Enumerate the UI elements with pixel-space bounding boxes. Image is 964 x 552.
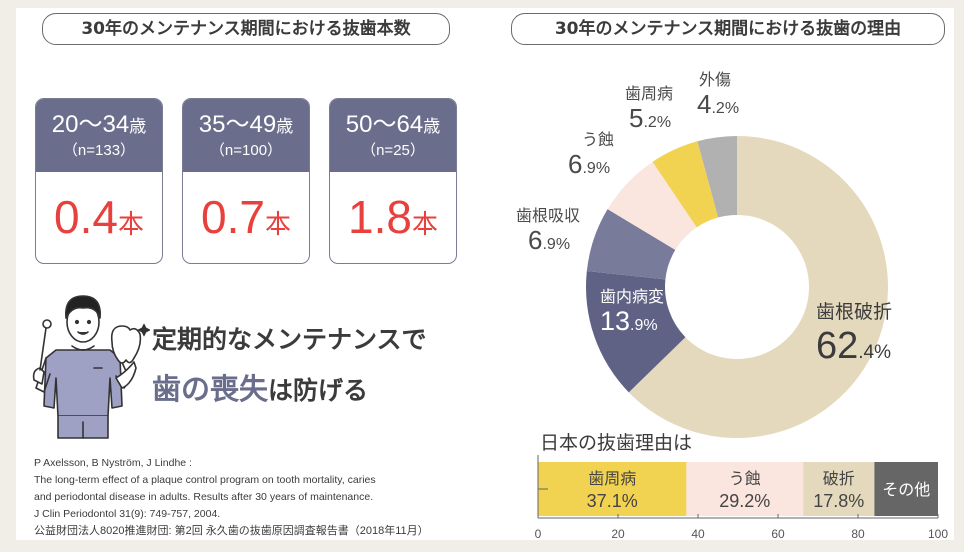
reference-line: and periodontal disease in adults. Resul… — [34, 491, 374, 503]
bar-segment-1 — [686, 462, 804, 516]
message-line-2: 歯の喪失は防げる — [152, 366, 368, 408]
x-tick-label: 0 — [535, 527, 542, 541]
bar-segment-label: 破折 — [823, 469, 855, 488]
age-card-50-64: 50～64歳 （n=25） 1.8本 — [329, 98, 457, 264]
bar-segment-2 — [803, 462, 875, 516]
age-range: 50～64 — [345, 111, 424, 138]
bar-segment-0 — [538, 462, 687, 516]
bar-segment-label: う蝕 — [729, 469, 761, 488]
sample-size: （n=133） — [62, 142, 136, 159]
donut-slice-4 — [652, 141, 719, 228]
slice-value: 13 — [600, 306, 631, 336]
card-header: 20～34歳 （n=133） — [36, 99, 162, 172]
slice-label-shikon-hasetsu: 歯根破折 62.4% — [816, 302, 892, 373]
age-card-35-49: 35～49歳 （n=100） 0.7本 — [182, 98, 310, 264]
message-rest: は防げる — [268, 376, 369, 405]
reference-line: J Clin Periodontol 31(9): 749-757, 2004. — [34, 508, 221, 520]
x-tick-label: 20 — [611, 527, 625, 541]
slice-name: 歯根吸収 — [516, 206, 581, 225]
slice-value-decimal: .4% — [858, 342, 892, 363]
dentist-illustration-icon — [32, 295, 150, 439]
slice-value-decimal: .9% — [582, 160, 611, 177]
slice-name: う蝕 — [582, 130, 615, 149]
slice-name: 歯根破折 — [816, 301, 893, 323]
slice-value: 62 — [816, 325, 859, 367]
tooth-loss-value: 0.4 — [54, 191, 118, 243]
slice-label-shinai-byohen: 歯内病変 13.9% — [600, 287, 664, 340]
slice-label-gaisho: 外傷 4.2% — [697, 70, 739, 123]
card-header: 50～64歳 （n=25） — [330, 99, 456, 172]
reference-line: The long-term effect of a plaque control… — [34, 474, 376, 486]
tooth-loss-value: 0.7 — [201, 191, 265, 243]
age-unit: 歳 — [276, 117, 294, 136]
donut-slice-2 — [586, 209, 676, 280]
age-unit: 歳 — [129, 117, 147, 136]
slice-value: 6 — [528, 225, 543, 255]
age-card-20-34: 20～34歳 （n=133） 0.4本 — [35, 98, 163, 264]
value-unit: 本 — [264, 209, 291, 239]
x-tick-label: 80 — [851, 527, 865, 541]
value-unit: 本 — [117, 209, 144, 239]
bar-segment-label: その他 — [882, 480, 930, 499]
donut-slice-1 — [586, 271, 686, 393]
right-section-title: 30年のメンテナンス期間における抜歯の理由 — [511, 13, 945, 45]
x-tick-label: 60 — [771, 527, 785, 541]
infographic-panel — [16, 8, 954, 540]
bar-segment-3 — [874, 462, 938, 516]
card-header: 35～49歳 （n=100） — [183, 99, 309, 172]
bar-segment-label: 歯周病 — [588, 469, 636, 488]
tooth-loss-value: 1.8 — [348, 191, 412, 243]
bar-segment-value: 29.2% — [719, 491, 770, 511]
bar-segment-value: 17.8% — [813, 491, 864, 511]
sample-size: （n=25） — [361, 142, 425, 159]
slice-label-shikon-kyushu: 歯根吸収 6.9% — [516, 206, 580, 259]
age-unit: 歳 — [423, 117, 441, 136]
sample-size: （n=100） — [209, 142, 283, 159]
japan-bar-title: 日本の抜歯理由は — [540, 432, 693, 454]
reference-line: P Axelsson, B Nyström, J Lindhe : — [34, 457, 192, 469]
message-line-1: 定期的なメンテナンスで — [152, 325, 427, 354]
donut-slice-5 — [697, 136, 737, 218]
slice-value: 4 — [697, 89, 712, 119]
value-unit: 本 — [411, 209, 438, 239]
bar-segment-value: 37.1% — [587, 491, 638, 511]
x-tick-label: 40 — [691, 527, 705, 541]
slice-value: 6 — [568, 149, 583, 179]
x-tick-label: 100 — [928, 527, 948, 541]
slice-label-shishubyo: 歯周病 5.2% — [625, 84, 673, 137]
slice-value-decimal: .9% — [542, 236, 571, 253]
donut-slice-3 — [607, 161, 697, 250]
slice-name: 外傷 — [699, 70, 732, 89]
references: P Axelsson, B Nyström, J Lindhe : The lo… — [34, 455, 429, 540]
slice-value-decimal: .2% — [643, 114, 672, 131]
slice-value-decimal: .9% — [630, 317, 658, 334]
slice-label-ushoku: う蝕 6.9% — [568, 130, 614, 183]
slice-value: 5 — [629, 103, 644, 133]
slice-name: 歯周病 — [625, 84, 674, 103]
donut-slice-0 — [628, 136, 888, 438]
left-section-title: 30年のメンテナンス期間における抜歯本数 — [42, 13, 450, 45]
message-highlight: 歯の喪失 — [152, 372, 269, 406]
age-range: 35～49 — [198, 111, 277, 138]
age-range: 20～34 — [51, 111, 130, 138]
slice-name: 歯内病変 — [600, 287, 665, 306]
reference-line: 公益財団法人8020推進財団: 第2回 永久歯の抜歯原因調査報告書（2018年1… — [34, 525, 429, 537]
slice-value-decimal: .2% — [711, 100, 740, 117]
